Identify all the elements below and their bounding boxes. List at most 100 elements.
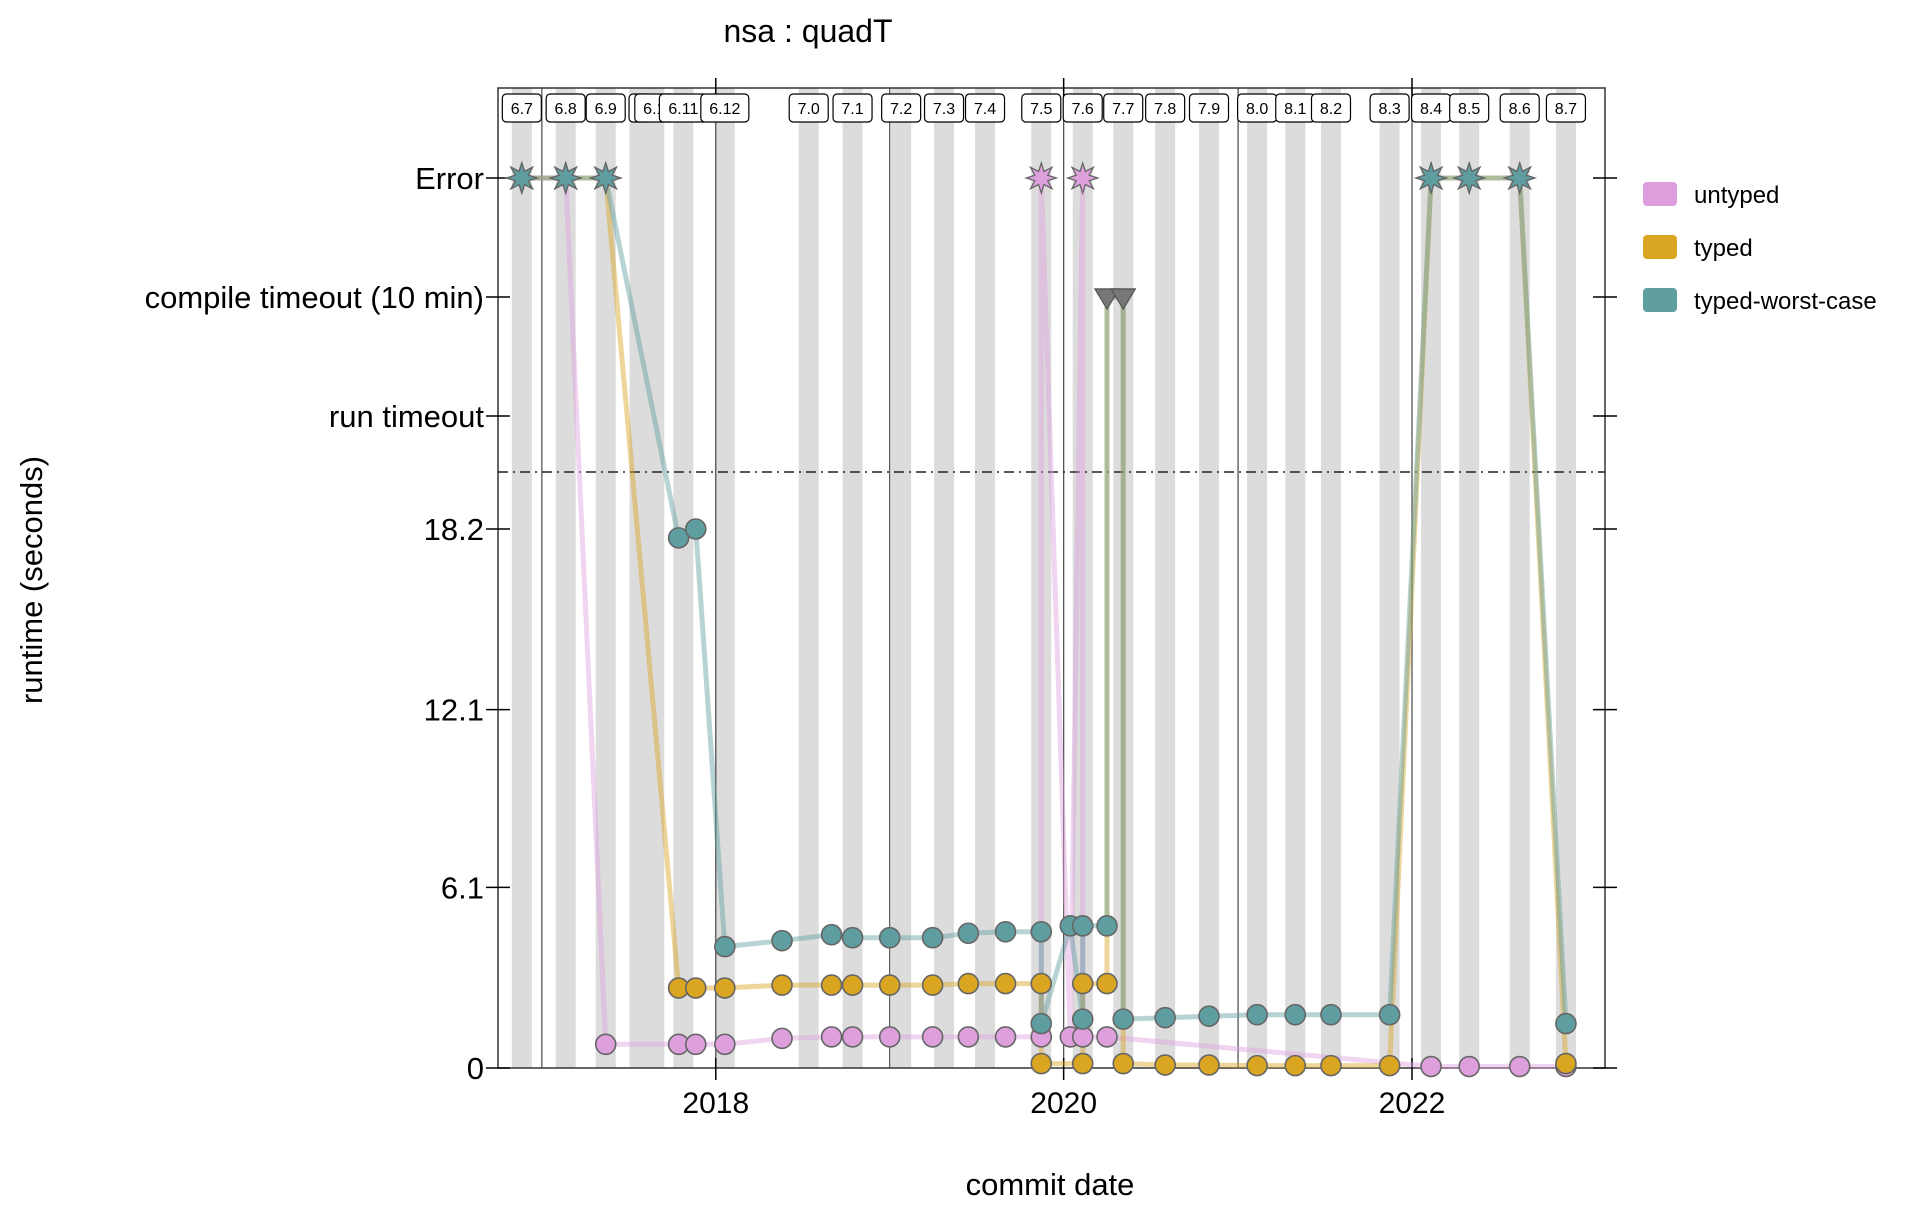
- version-band: [975, 88, 996, 1068]
- point-typed: [957, 972, 980, 995]
- point-typed-worst-case: [771, 929, 793, 952]
- y-tick-label: 6.1: [441, 870, 484, 905]
- version-label: 7.4: [974, 101, 996, 118]
- y-tick-label: run timeout: [329, 399, 484, 434]
- point-typed: [1112, 1052, 1135, 1075]
- version-band: [1555, 88, 1576, 1068]
- version-label-box: [585, 93, 626, 123]
- version-label: 6.12: [709, 101, 740, 118]
- point-untyped: [714, 1033, 736, 1056]
- version-label: 8.0: [1246, 101, 1268, 118]
- version-bands: [511, 88, 1576, 1068]
- version-band: [1155, 88, 1176, 1068]
- point-typed: [1320, 1054, 1342, 1077]
- point-typed-worst-case: [1320, 1003, 1342, 1026]
- point-error-typed-worst-case: [588, 160, 623, 196]
- chart-title: nsa : quadT: [724, 13, 893, 49]
- version-band: [1072, 88, 1093, 1068]
- point-untyped: [1508, 1055, 1531, 1078]
- x-tick-label: 2020: [1030, 1087, 1097, 1120]
- version-label-box: [1145, 93, 1186, 123]
- version-label: 6.8: [555, 101, 577, 118]
- version-band: [1247, 88, 1268, 1068]
- y-tick-label: 12.1: [424, 693, 484, 728]
- point-untyped: [594, 1033, 617, 1056]
- version-band: [1509, 88, 1530, 1068]
- y-axis: 0 6.1 12.1 18.2 run timeout compile timeout (…: [145, 161, 1617, 1086]
- version-band: [595, 88, 616, 1068]
- point-typed-worst-case: [921, 926, 944, 949]
- version-band: [1198, 88, 1219, 1068]
- version-label-box: [1188, 93, 1230, 123]
- point-error-untyped: [1024, 160, 1059, 196]
- point-typed-worst-case: [1198, 1005, 1220, 1027]
- legend-entry-typed-worst-case: typed-worst-case: [1694, 288, 1877, 315]
- point-typed-worst-case: [1096, 915, 1118, 937]
- version-labels: 6.76.86.966.16.116.127.07.17.27.37.47.57…: [501, 93, 1587, 123]
- version-band: [644, 88, 665, 1068]
- point-error-typed-worst-case: [548, 160, 583, 196]
- x-axis-label: commit date: [966, 1167, 1135, 1202]
- year-lines: [541, 88, 1413, 1068]
- version-label: 7.1: [841, 101, 863, 118]
- version-label-box: [545, 93, 586, 123]
- point-typed: [1378, 1054, 1401, 1077]
- point-typed-worst-case: [1071, 1008, 1094, 1030]
- version-label: 8.4: [1420, 101, 1442, 118]
- plot-frame: [497, 87, 1606, 1069]
- point-typed: [1096, 972, 1118, 995]
- version-band: [511, 88, 532, 1068]
- version-label: 7.5: [1030, 101, 1052, 118]
- version-label-box: [1062, 93, 1103, 123]
- point-typed-worst-case: [1030, 920, 1053, 943]
- version-band: [673, 88, 694, 1068]
- point-timeout-typed-worst-case: [1110, 288, 1137, 311]
- point-typed-worst-case: [1555, 1012, 1577, 1035]
- point-untyped: [820, 1026, 843, 1048]
- version-label: 8.7: [1555, 101, 1577, 118]
- point-untyped: [1420, 1055, 1442, 1078]
- version-label: 7.0: [798, 101, 820, 118]
- version-label: 7.6: [1072, 101, 1094, 118]
- point-untyped: [684, 1033, 707, 1056]
- legend-swatch-typed: [1643, 235, 1677, 259]
- version-label-box: [1369, 93, 1410, 123]
- point-typed: [1154, 1054, 1176, 1076]
- point-typed: [841, 974, 864, 996]
- point-typed: [771, 974, 793, 996]
- version-label-box: [964, 93, 1006, 123]
- point-typed-worst-case: [1071, 915, 1094, 937]
- point-typed-worst-case: [878, 926, 901, 949]
- version-label: 7.2: [890, 101, 912, 118]
- version-band: [1031, 88, 1052, 1068]
- x-tick-label: 2022: [1379, 1087, 1446, 1120]
- point-typed: [1198, 1054, 1220, 1076]
- version-label-box: [1310, 93, 1352, 123]
- legend: untyped typed typed-worst-case: [1643, 182, 1877, 315]
- version-label: 6.7: [511, 101, 533, 118]
- version-band: [1459, 88, 1480, 1068]
- point-typed-worst-case: [1246, 1003, 1268, 1026]
- point-typed: [1030, 972, 1053, 995]
- point-typed: [714, 977, 736, 999]
- version-band: [842, 88, 863, 1068]
- point-typed: [820, 974, 843, 996]
- version-label-box: [700, 93, 750, 123]
- point-typed-worst-case: [841, 926, 864, 949]
- version-label: 8.1: [1284, 101, 1306, 118]
- point-typed: [921, 974, 944, 996]
- version-label: 6.9: [595, 101, 617, 118]
- version-label-box: [1103, 93, 1144, 123]
- version-band: [1285, 88, 1306, 1068]
- version-band: [1379, 88, 1400, 1068]
- point-untyped: [921, 1026, 944, 1048]
- y-axis-label: runtime (seconds): [14, 456, 49, 704]
- point-typed: [684, 977, 707, 999]
- point-typed-worst-case: [957, 922, 980, 945]
- x-axis: 2018 2020 2022: [682, 78, 1445, 1120]
- point-typed: [1246, 1054, 1268, 1077]
- y-tick-label: 0: [467, 1051, 484, 1086]
- version-label: 8.3: [1378, 101, 1400, 118]
- version-label: 8.2: [1320, 101, 1342, 118]
